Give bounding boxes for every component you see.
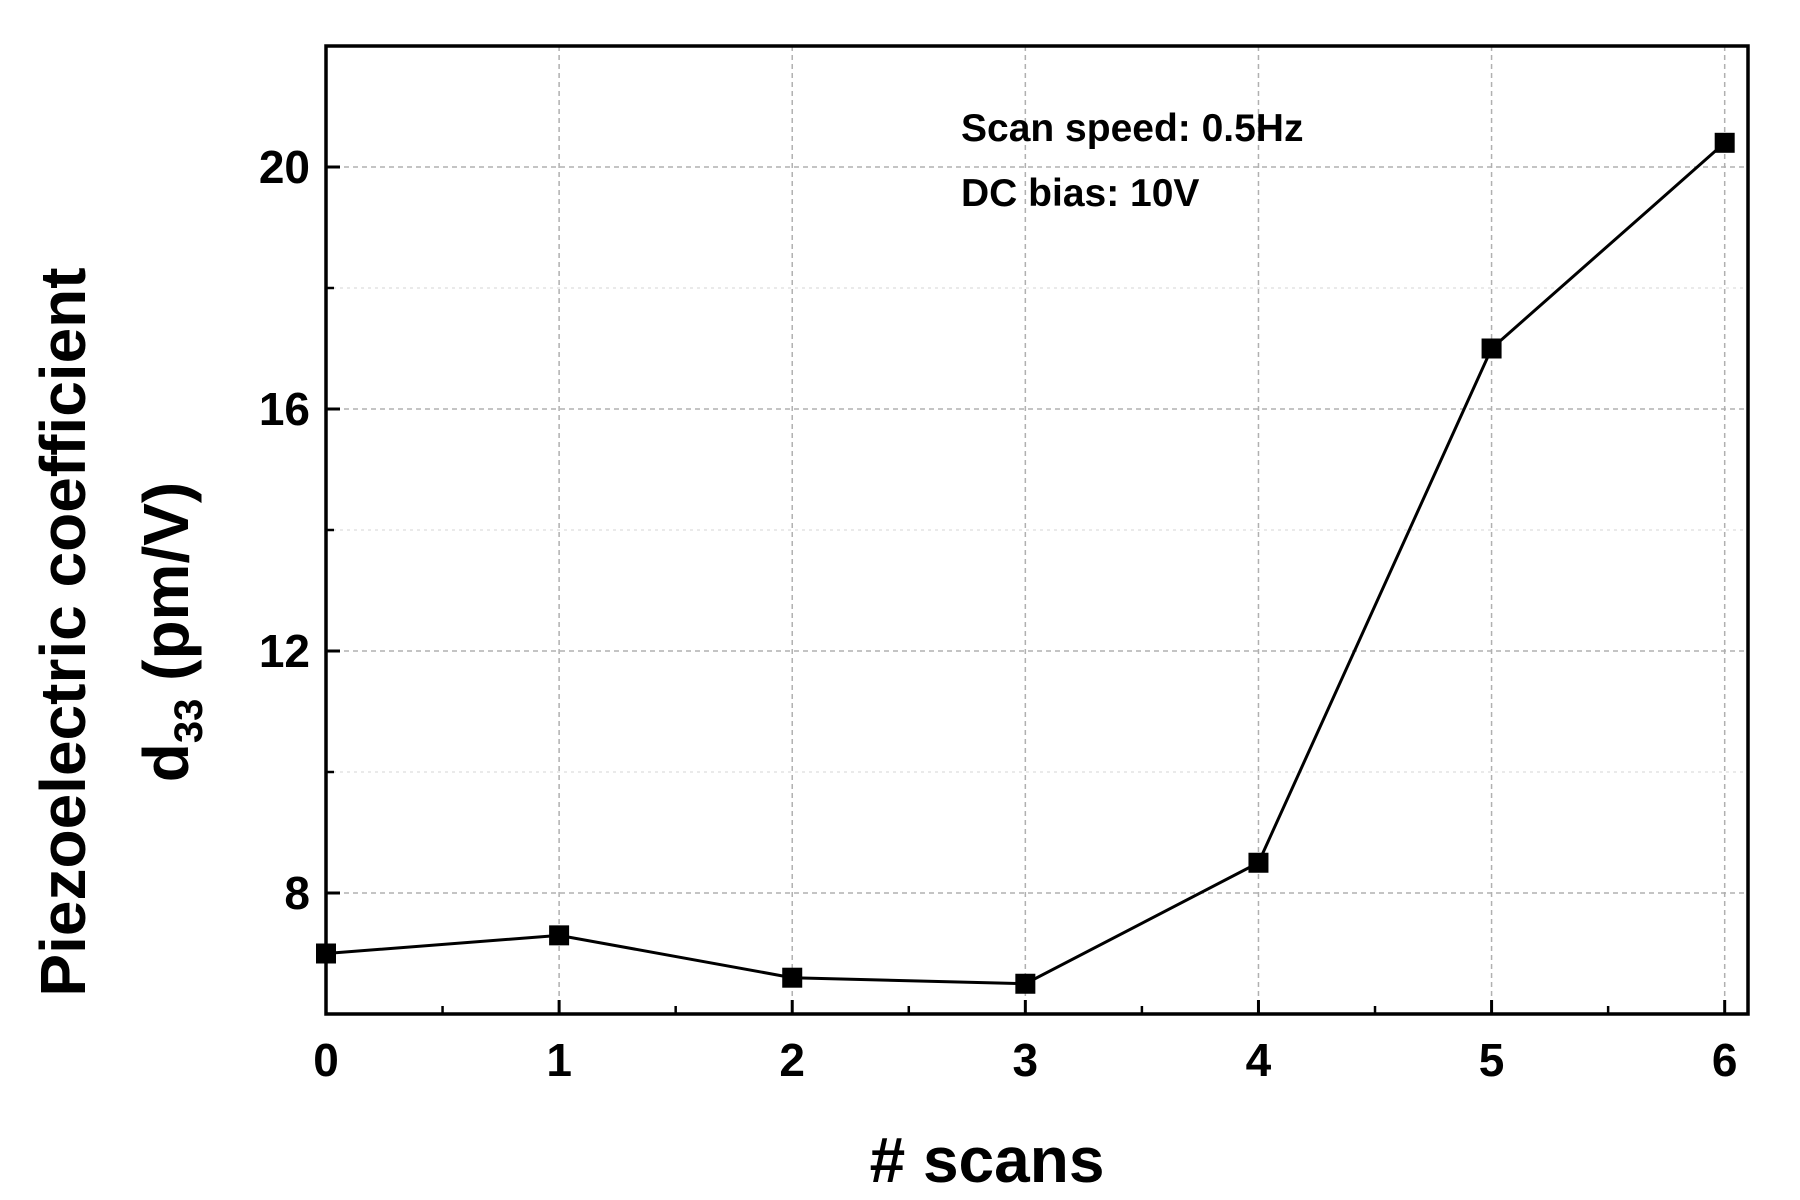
x-axis-title: # scans [870, 1124, 1105, 1196]
data-point-marker [316, 943, 336, 964]
y-tick-label: 12 [259, 625, 310, 677]
x-tick-label: 0 [313, 1034, 339, 1086]
x-tick-label: 5 [1479, 1034, 1505, 1086]
y-axis-title-line2: d33 (pm/V) [130, 482, 211, 782]
y-tick-label: 8 [284, 867, 310, 919]
x-tick-label: 2 [779, 1034, 805, 1086]
y-axis-title-d: d [130, 743, 202, 782]
y-axis-title-subscript: 33 [167, 699, 211, 744]
y-axis-title: Piezoelectric coefficient [27, 267, 99, 996]
y-tick-label: 20 [259, 141, 310, 193]
data-point-marker [1015, 973, 1036, 994]
annotation-dc-bias: DC bias: 10V [961, 172, 1199, 215]
x-tick-label: 3 [1013, 1034, 1039, 1086]
data-point-marker [782, 967, 803, 988]
x-tick-label: 4 [1246, 1034, 1272, 1086]
axis-ticks [324, 44, 1727, 1016]
data-point-marker [1248, 852, 1269, 873]
y-axis-title-line1: Piezoelectric coefficient [27, 267, 99, 996]
annotation-scan-speed: Scan speed: 0.5Hz [961, 107, 1303, 150]
y-axis-title-2: d33 (pm/V) [130, 482, 211, 782]
x-tick-label: 6 [1712, 1034, 1738, 1086]
data-series [316, 132, 1735, 994]
data-point-marker [1714, 132, 1735, 153]
y-tick-label: 16 [259, 383, 310, 435]
data-point-marker [1481, 338, 1502, 359]
x-tick-label: 1 [546, 1034, 572, 1086]
y-axis-title-unit: (pm/V) [130, 482, 202, 699]
data-point-marker [549, 925, 570, 946]
grid-lines [326, 46, 1748, 1014]
